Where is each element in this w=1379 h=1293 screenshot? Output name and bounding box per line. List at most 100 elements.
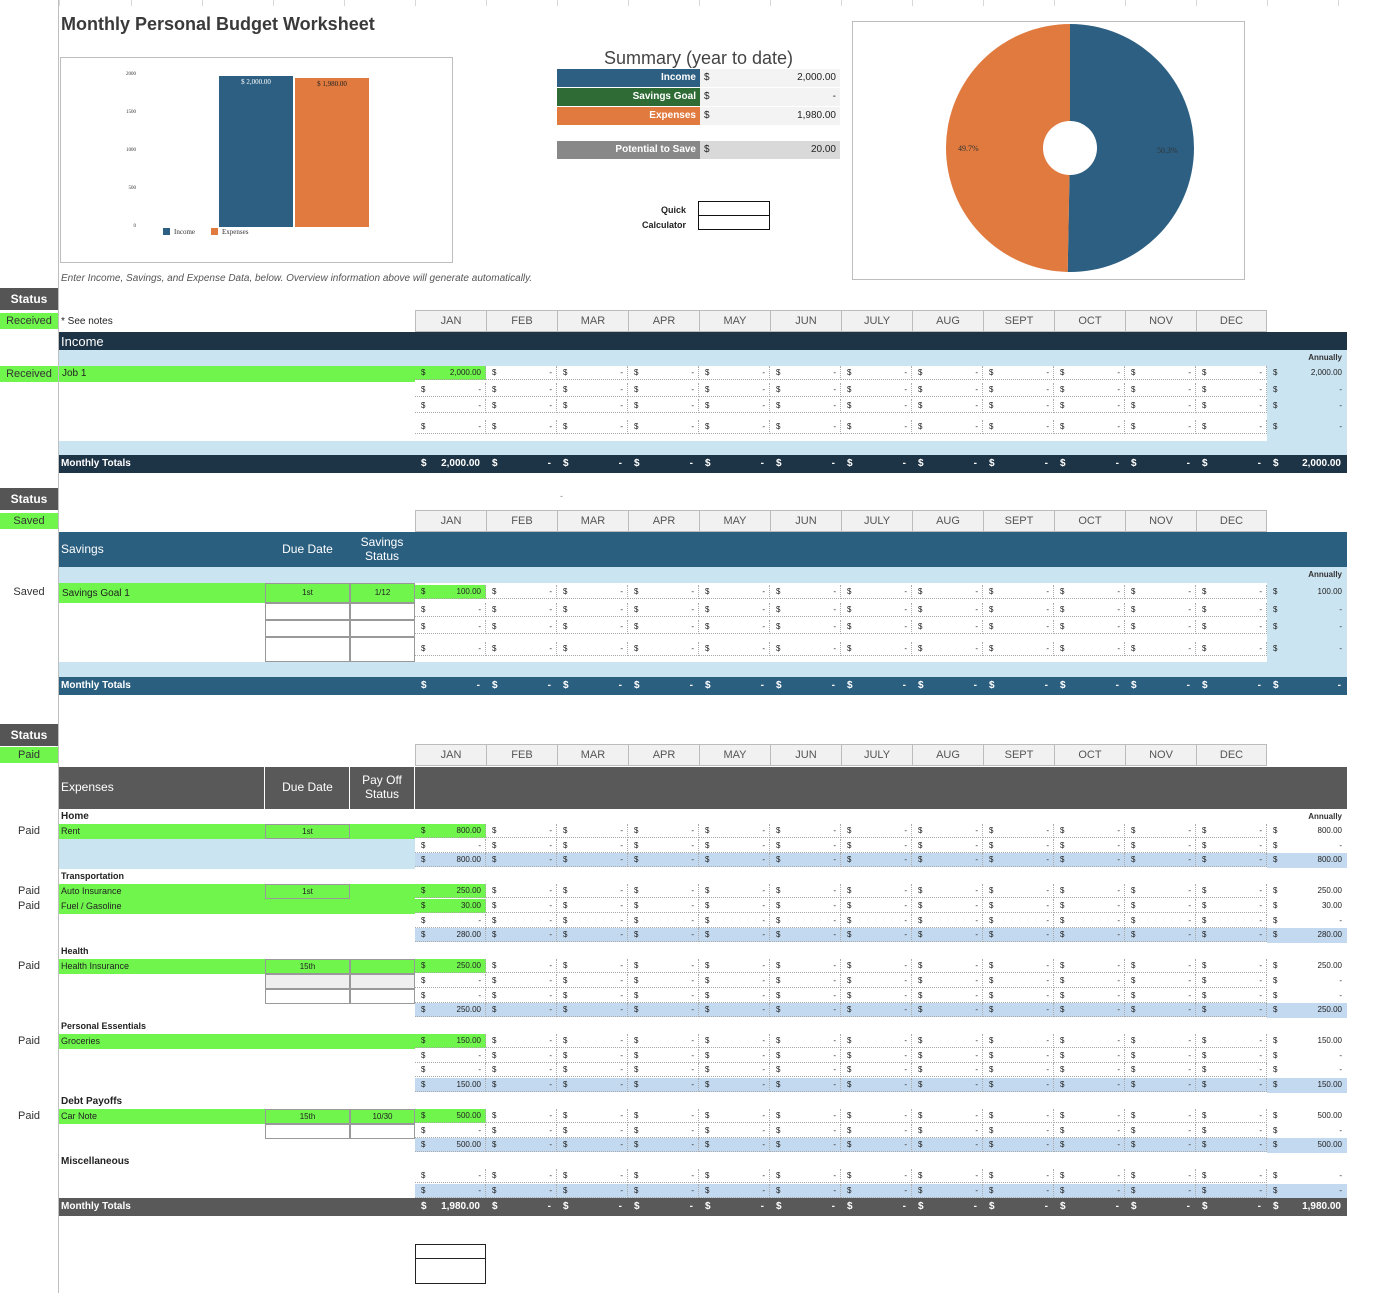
- quick-calculator-result[interactable]: [698, 215, 770, 230]
- month-amount-cell[interactable]: $ -: [983, 1078, 1054, 1092]
- month-amount-cell[interactable]: $ -: [1054, 383, 1125, 397]
- month-amount-cell[interactable]: $ -: [770, 928, 841, 942]
- month-amount-cell[interactable]: $ -: [557, 1063, 628, 1077]
- income-bar[interactable]: [219, 76, 293, 227]
- month-amount-cell[interactable]: $ -: [983, 399, 1054, 413]
- savings-due-date-field[interactable]: [265, 620, 350, 637]
- month-amount-cell[interactable]: $ -: [1054, 928, 1125, 942]
- month-amount-cell[interactable]: $ -: [912, 383, 983, 397]
- month-amount-cell[interactable]: $ -: [770, 1124, 841, 1138]
- month-amount-cell[interactable]: $ -: [628, 928, 699, 942]
- month-amount-cell[interactable]: $ -: [628, 1063, 699, 1077]
- month-amount-cell[interactable]: $ -: [912, 1169, 983, 1183]
- month-amount-cell[interactable]: $ -: [557, 383, 628, 397]
- month-amount-cell[interactable]: $ -: [557, 603, 628, 617]
- month-amount-cell[interactable]: $ -: [912, 928, 983, 942]
- month-amount-cell[interactable]: $ -: [1125, 928, 1196, 942]
- month-amount-cell[interactable]: $ -: [841, 1078, 912, 1092]
- rent-label[interactable]: Rent: [61, 826, 81, 836]
- month-amount-cell[interactable]: $2,000.00: [415, 366, 486, 380]
- month-amount-cell[interactable]: $ -: [486, 1124, 557, 1138]
- month-amount-cell[interactable]: $ -: [1054, 974, 1125, 988]
- month-amount-cell[interactable]: $ -: [841, 853, 912, 867]
- month-amount-cell[interactable]: $ -: [486, 839, 557, 853]
- month-amount-cell[interactable]: $ -: [415, 1063, 486, 1077]
- savings-goal-label[interactable]: Savings Goal 1: [62, 588, 130, 599]
- month-amount-cell[interactable]: $ -: [983, 989, 1054, 1003]
- month-amount-cell[interactable]: $ -: [983, 1034, 1054, 1048]
- month-amount-cell[interactable]: $ -: [983, 1184, 1054, 1198]
- month-amount-cell[interactable]: $ -: [557, 884, 628, 898]
- month-amount-cell[interactable]: $ -: [983, 1138, 1054, 1152]
- month-amount-cell[interactable]: $ -: [628, 989, 699, 1003]
- month-amount-cell[interactable]: $ -: [983, 642, 1054, 656]
- month-amount-cell[interactable]: $ -: [486, 366, 557, 380]
- month-amount-cell[interactable]: $ -: [486, 1034, 557, 1048]
- month-amount-cell[interactable]: $ -: [1196, 853, 1267, 867]
- month-amount-cell[interactable]: $ -: [557, 642, 628, 656]
- month-amount-cell[interactable]: $ -: [699, 1138, 770, 1152]
- month-amount-cell[interactable]: $ -: [983, 928, 1054, 942]
- month-amount-cell[interactable]: $ -: [841, 642, 912, 656]
- rent-status[interactable]: Paid: [17, 825, 41, 837]
- car-note-label[interactable]: Car Note: [61, 1111, 98, 1121]
- month-amount-cell[interactable]: $ -: [1125, 620, 1196, 634]
- month-amount-cell[interactable]: $ -: [770, 1138, 841, 1152]
- month-amount-cell[interactable]: $ -: [1196, 884, 1267, 898]
- month-amount-cell[interactable]: $ -: [912, 1124, 983, 1138]
- month-amount-cell[interactable]: $ -: [1196, 1078, 1267, 1092]
- month-amount-cell[interactable]: $250.00: [415, 884, 486, 898]
- month-amount-cell[interactable]: $ -: [770, 959, 841, 973]
- month-amount-cell[interactable]: $ -: [841, 1169, 912, 1183]
- month-amount-cell[interactable]: $ -: [628, 959, 699, 973]
- month-amount-cell[interactable]: $ -: [1196, 824, 1267, 838]
- month-amount-cell[interactable]: $ -: [770, 383, 841, 397]
- month-amount-cell[interactable]: $ -: [912, 853, 983, 867]
- month-amount-cell[interactable]: $ -: [1196, 839, 1267, 853]
- month-amount-cell[interactable]: $ -: [1054, 366, 1125, 380]
- month-amount-cell[interactable]: $ -: [1054, 585, 1125, 599]
- month-amount-cell[interactable]: $ -: [1196, 914, 1267, 928]
- month-amount-cell[interactable]: $ -: [1125, 603, 1196, 617]
- month-amount-cell[interactable]: $ -: [557, 1184, 628, 1198]
- health-due-date-field[interactable]: 15th: [265, 959, 350, 974]
- month-amount-cell[interactable]: $150.00: [415, 1034, 486, 1048]
- month-amount-cell[interactable]: $ -: [557, 620, 628, 634]
- month-amount-cell[interactable]: $ -: [1196, 603, 1267, 617]
- month-amount-cell[interactable]: $ -: [841, 928, 912, 942]
- month-amount-cell[interactable]: $ -: [1125, 1049, 1196, 1063]
- month-amount-cell[interactable]: $ -: [912, 1003, 983, 1017]
- month-amount-cell[interactable]: $ -: [1054, 884, 1125, 898]
- month-amount-cell[interactable]: $ -: [699, 642, 770, 656]
- month-amount-cell[interactable]: $ -: [486, 383, 557, 397]
- month-amount-cell[interactable]: $ -: [699, 974, 770, 988]
- month-amount-cell[interactable]: $ -: [628, 642, 699, 656]
- month-amount-cell[interactable]: $ -: [1196, 620, 1267, 634]
- car-note-status-field[interactable]: [350, 1124, 415, 1139]
- month-amount-cell[interactable]: $ -: [557, 1034, 628, 1048]
- month-amount-cell[interactable]: $ -: [770, 420, 841, 434]
- month-amount-cell[interactable]: $ -: [628, 383, 699, 397]
- month-amount-cell[interactable]: $ -: [699, 989, 770, 1003]
- month-amount-cell[interactable]: $ -: [486, 585, 557, 599]
- month-amount-cell[interactable]: $ -: [841, 1063, 912, 1077]
- month-amount-cell[interactable]: $ -: [1125, 1109, 1196, 1123]
- month-amount-cell[interactable]: $ -: [1125, 1078, 1196, 1092]
- month-amount-cell[interactable]: $ -: [841, 399, 912, 413]
- month-amount-cell[interactable]: $ -: [415, 1169, 486, 1183]
- month-amount-cell[interactable]: $ -: [415, 839, 486, 853]
- month-amount-cell[interactable]: $ -: [557, 1109, 628, 1123]
- month-amount-cell[interactable]: $ -: [912, 642, 983, 656]
- month-amount-cell[interactable]: $ -: [699, 620, 770, 634]
- month-amount-cell[interactable]: $ -: [628, 824, 699, 838]
- month-amount-cell[interactable]: $ -: [912, 1034, 983, 1048]
- month-amount-cell[interactable]: $ -: [557, 1049, 628, 1063]
- month-amount-cell[interactable]: $ -: [557, 420, 628, 434]
- month-amount-cell[interactable]: $ -: [912, 914, 983, 928]
- month-amount-cell[interactable]: $ -: [628, 1078, 699, 1092]
- month-amount-cell[interactable]: $ -: [983, 603, 1054, 617]
- month-amount-cell[interactable]: $ -: [1125, 899, 1196, 913]
- month-amount-cell[interactable]: $ -: [1125, 366, 1196, 380]
- month-amount-cell[interactable]: $ -: [912, 989, 983, 1003]
- bottom-input-box[interactable]: [415, 1258, 486, 1284]
